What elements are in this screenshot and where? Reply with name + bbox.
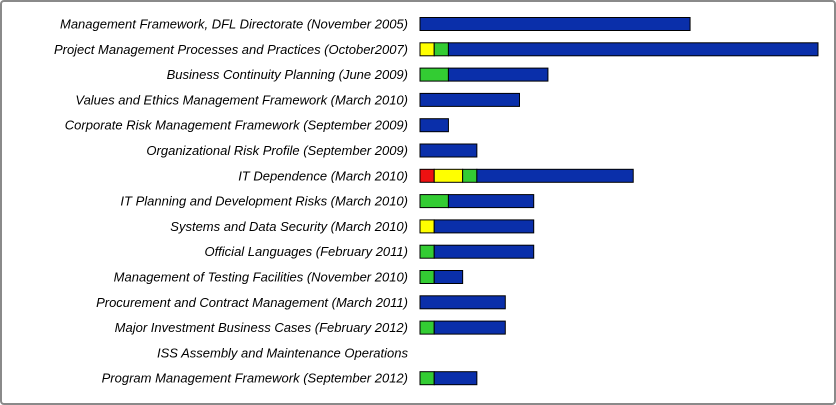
- bar-segment-blue: [433, 219, 535, 234]
- bar-segment-green: [419, 320, 435, 335]
- category-label: Program Management Framework (September …: [102, 371, 408, 386]
- bar-segment-green: [419, 67, 449, 82]
- bar-segment-blue: [419, 118, 449, 133]
- category-label: Official Languages (February 2011): [204, 244, 408, 259]
- bar-segment-blue: [476, 168, 634, 183]
- category-label: Procurement and Contract Management (Mar…: [96, 295, 408, 310]
- bar-segment-green: [433, 42, 449, 57]
- bar-segment-blue: [419, 143, 478, 158]
- bar-segment-yellow: [419, 42, 435, 57]
- bar-segment-yellow: [419, 219, 435, 234]
- bar-segment-yellow: [433, 168, 464, 183]
- category-label: IT Dependence (March 2010): [238, 168, 408, 183]
- category-label: Project Management Processes and Practic…: [54, 42, 408, 57]
- bar-segment-blue: [433, 270, 464, 284]
- category-label: Values and Ethics Management Framework (…: [75, 92, 408, 107]
- bar-segment-green: [419, 194, 449, 209]
- bar-segment-blue: [433, 320, 506, 335]
- bar-segment-blue: [433, 371, 478, 386]
- category-label: Business Continuity Planning (June 2009): [167, 67, 408, 82]
- category-label: IT Planning and Development Risks (March…: [120, 194, 408, 209]
- category-label: Corporate Risk Management Framework (Sep…: [65, 118, 408, 133]
- bar-segment-green: [462, 168, 478, 183]
- bar-segment-blue: [447, 42, 819, 57]
- bar-segment-blue: [447, 194, 535, 209]
- bar-segment-blue: [419, 92, 520, 107]
- category-label: Major Investment Business Cases (Februar…: [115, 320, 408, 335]
- bar-segment-blue: [447, 67, 549, 82]
- bar-segment-green: [419, 270, 435, 284]
- category-label: Organizational Risk Profile (September 2…: [146, 143, 408, 158]
- bar-segment-green: [419, 244, 435, 259]
- category-label: Systems and Data Security (March 2010): [170, 219, 408, 234]
- bar-segment-blue: [419, 17, 691, 31]
- bar-segment-red: [419, 168, 435, 183]
- category-label: Management of Testing Facilities (Novemb…: [114, 270, 408, 285]
- bar-segment-blue: [433, 244, 535, 259]
- bar-segment-green: [419, 371, 435, 386]
- bar-segment-blue: [419, 295, 506, 310]
- category-label: Management Framework, DFL Directorate (N…: [60, 17, 408, 32]
- category-label: ISS Assembly and Maintenance Operations: [157, 345, 408, 360]
